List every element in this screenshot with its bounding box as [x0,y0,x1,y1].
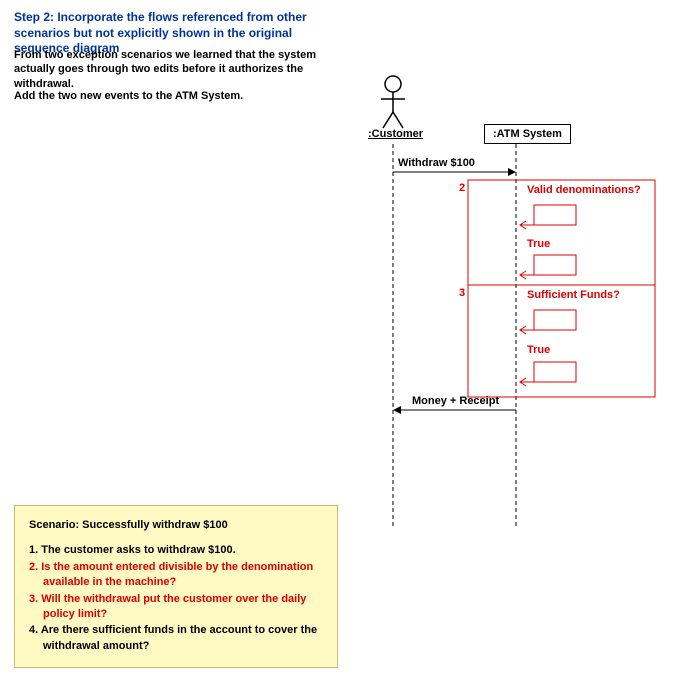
customer-label: :Customer [368,128,423,140]
q2-text: Sufficient Funds? [527,289,620,301]
msg-withdraw: Withdraw $100 [398,157,475,169]
scenario-title: Scenario: Successfully withdraw $100 [29,518,323,533]
seq-num-3: 3 [459,287,465,299]
scenario-item: 3. Will the withdrawal put the customer … [29,592,323,623]
msg-return: Money + Receipt [412,395,499,407]
scenario-item: 4. Are there sufficient funds in the acc… [29,623,323,654]
scenario-box: Scenario: Successfully withdraw $100 1. … [14,505,338,668]
seq-num-2: 2 [459,182,465,194]
system-box: :ATM System [484,124,571,144]
q2-result: True [527,344,550,356]
scenario-item: 1. The customer asks to withdraw $100. [29,543,323,558]
q1-text: Valid denominations? [527,184,641,196]
scenario-item: 2. Is the amount entered divisible by th… [29,560,323,591]
scenario-list: 1. The customer asks to withdraw $100. 2.… [29,543,323,654]
q1-result: True [527,238,550,250]
